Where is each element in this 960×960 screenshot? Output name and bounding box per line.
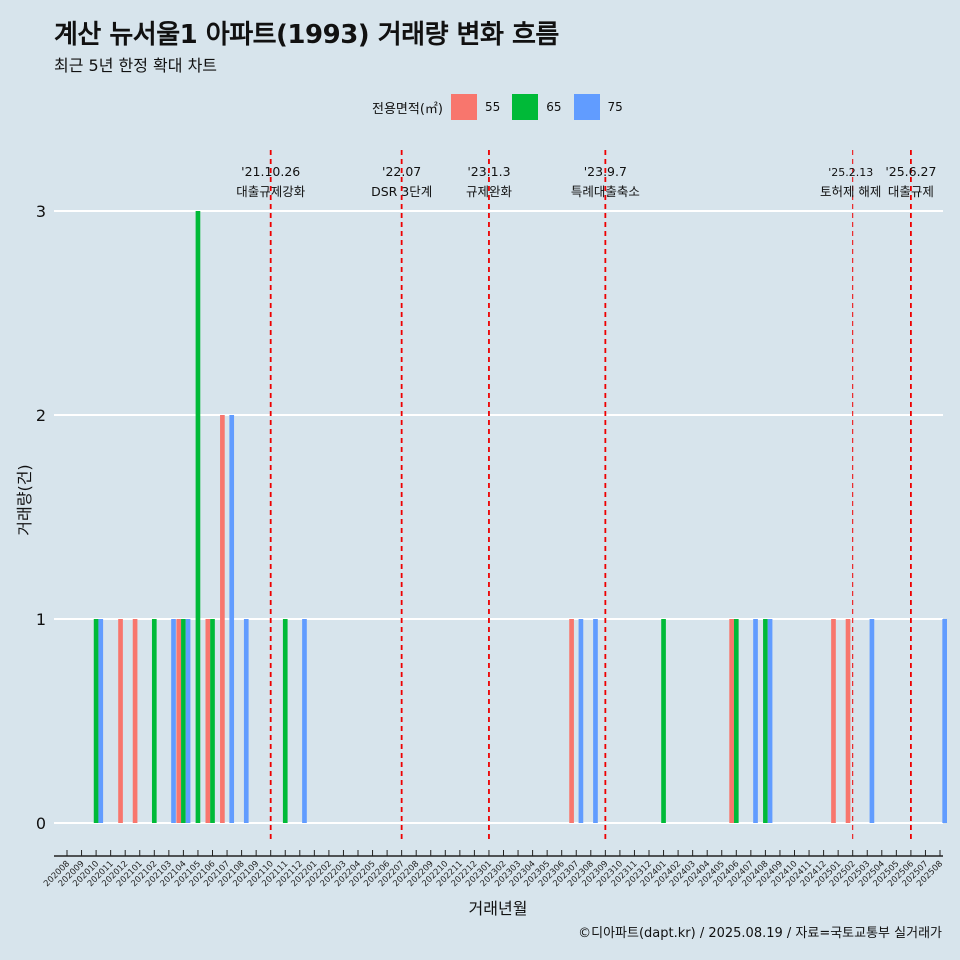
legend-item-75: 75 — [573, 94, 623, 120]
bar-65-202408 — [763, 619, 768, 823]
bar-65-202106 — [210, 619, 215, 823]
legend-title: 전용면적(㎡) — [372, 101, 443, 117]
legend-label-55: 55 — [484, 100, 501, 114]
bar-75-202107 — [229, 415, 235, 823]
bar-65-202104 — [181, 619, 186, 823]
bar-75-202307 — [578, 619, 584, 823]
bar-55-202406 — [729, 619, 734, 823]
event-date-202309: '23.9.7 — [584, 164, 627, 179]
y-tick-label-0: 0 — [36, 814, 46, 833]
bar-55-202106 — [205, 619, 211, 823]
legend-swatch-65 — [512, 94, 539, 120]
x-axis-title: 거래년월 — [469, 899, 528, 918]
event-label-202207: DSR 3단계 — [371, 184, 432, 199]
chart-subtitle: 최근 5년 한정 확대 차트 — [54, 56, 218, 75]
bar-55-202502 — [845, 619, 851, 823]
legend-swatch-55 — [450, 94, 477, 120]
chart-title: 계산 뉴서울1 아파트(1993) 거래량 변화 흐름 — [54, 20, 559, 50]
bar-65-202105 — [195, 211, 201, 823]
event-date-202110: '21.10.26 — [241, 164, 300, 179]
bar-65-202102 — [151, 619, 157, 823]
bar-65-202401 — [661, 619, 666, 823]
bar-75-202010 — [98, 619, 104, 823]
bar-55-202104 — [176, 619, 182, 823]
bar-75-202508 — [942, 619, 947, 823]
bar-65-202010 — [93, 619, 99, 823]
bar-75-202308 — [593, 619, 598, 823]
bar-65-202111 — [282, 619, 288, 823]
source-caption: ©디아파트(dapt.kr) / 2025.08.19 / 자료=국토교통부 실… — [578, 926, 942, 941]
legend-item-65: 65 — [512, 94, 562, 120]
bar-75-202108 — [243, 619, 249, 823]
bar-55-202501 — [831, 619, 836, 823]
bar-55-202101 — [132, 619, 138, 823]
bar-75-202112 — [302, 619, 307, 823]
bar-75-202503 — [869, 619, 875, 823]
bar-55-202107 — [220, 415, 225, 823]
event-date-202207: '22.07 — [382, 164, 421, 179]
bar-55-202307 — [569, 619, 574, 823]
event-label-202110: 대출규제강화 — [236, 184, 306, 199]
legend-label-65: 65 — [546, 100, 562, 114]
bar-65-202406 — [733, 619, 739, 823]
bar-75-202408 — [767, 619, 773, 823]
event-date-202301: '23.1.3 — [467, 164, 510, 179]
y-tick-label-3: 3 — [36, 202, 46, 221]
legend-swatch-75 — [573, 94, 600, 120]
legend-label-75: 75 — [607, 100, 623, 114]
event-label-202506: 대출규제 — [888, 184, 934, 199]
event-label-202309: 특례대출축소 — [571, 184, 640, 199]
event-date-202506: '25.6.27 — [885, 164, 936, 179]
event-label-202301: 규제완화 — [466, 184, 513, 199]
event-label-202502: 토허제 해제 — [820, 184, 881, 199]
bar-75-202407 — [753, 619, 758, 823]
legend: 전용면적(㎡) 55 65 75 — [372, 94, 635, 120]
bar-55-202012 — [118, 619, 123, 823]
legend-item-55: 55 — [450, 94, 501, 120]
y-axis-title: 거래량(건) — [15, 464, 34, 535]
bar-75-202103 — [171, 619, 176, 823]
y-tick-label-1: 1 — [36, 610, 46, 629]
bar-75-202104 — [185, 619, 191, 823]
y-tick-label-2: 2 — [36, 406, 46, 425]
event-date-202502: '25.2.13 — [828, 166, 873, 179]
